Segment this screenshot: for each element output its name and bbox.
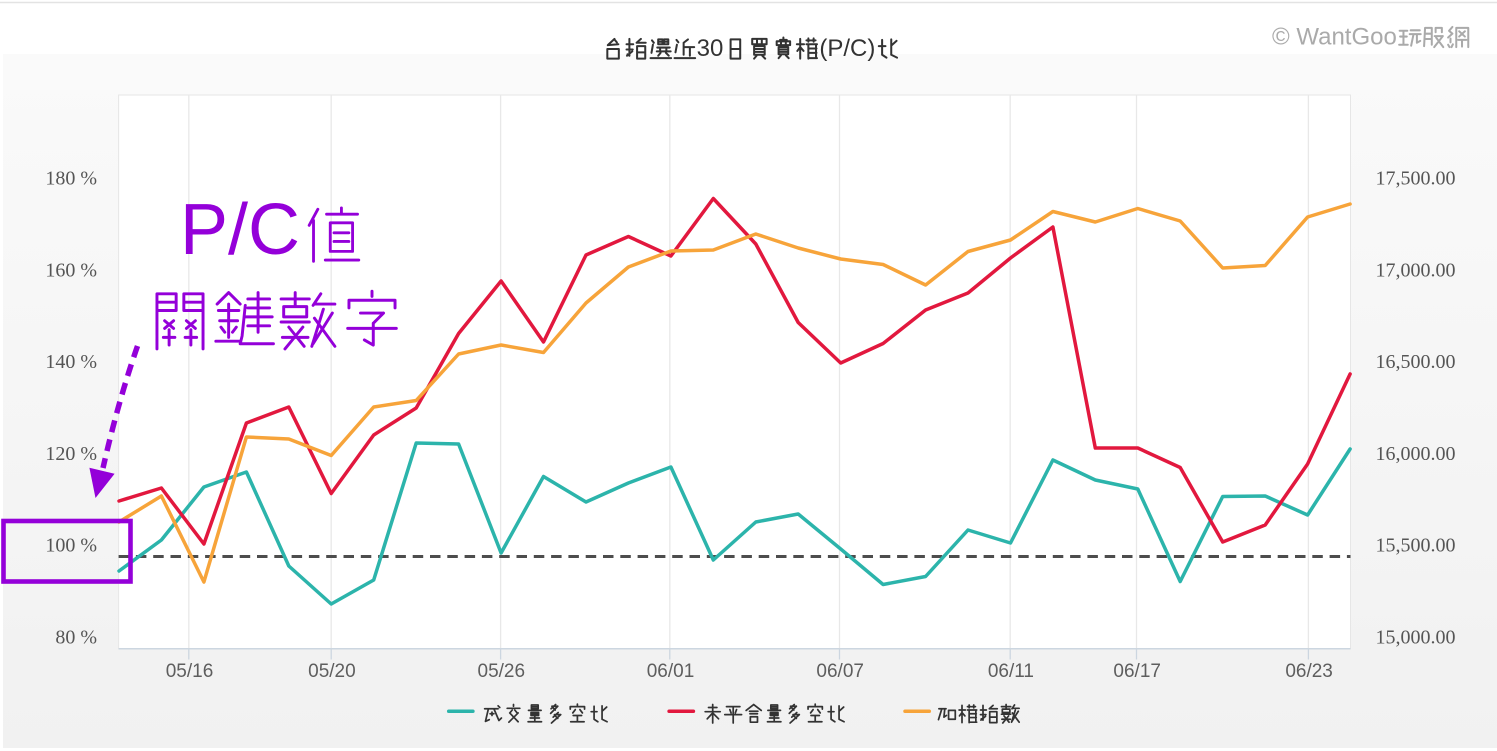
- svg-text:140 %: 140 %: [45, 351, 97, 373]
- svg-text:06/01: 06/01: [647, 661, 695, 682]
- svg-text:17,500.00: 17,500.00: [1376, 168, 1456, 190]
- svg-text:17,000.00: 17,000.00: [1376, 259, 1456, 281]
- svg-text:160 %: 160 %: [45, 259, 97, 281]
- svg-text:06/07: 06/07: [816, 661, 864, 682]
- svg-text:05/26: 05/26: [478, 661, 526, 682]
- svg-text:15,500.00: 15,500.00: [1376, 535, 1456, 557]
- svg-text:P/C: P/C: [180, 190, 300, 270]
- svg-text:180 %: 180 %: [45, 168, 97, 190]
- svg-text:120 %: 120 %: [45, 443, 97, 465]
- svg-text:15,000.00: 15,000.00: [1376, 626, 1456, 648]
- svg-text:05/20: 05/20: [308, 661, 356, 682]
- svg-text:05/16: 05/16: [166, 661, 214, 682]
- svg-text:100 %: 100 %: [45, 535, 97, 557]
- svg-text:(P/C): (P/C): [819, 35, 875, 62]
- svg-text:06/23: 06/23: [1285, 661, 1333, 682]
- svg-text:© WantGoo: © WantGoo: [1272, 24, 1397, 51]
- svg-text:06/11: 06/11: [988, 661, 1034, 682]
- svg-text:16,500.00: 16,500.00: [1376, 351, 1456, 373]
- svg-text:30: 30: [697, 35, 724, 62]
- svg-text:16,000.00: 16,000.00: [1376, 443, 1456, 465]
- svg-text:80 %: 80 %: [55, 626, 97, 648]
- svg-text:06/17: 06/17: [1113, 661, 1161, 682]
